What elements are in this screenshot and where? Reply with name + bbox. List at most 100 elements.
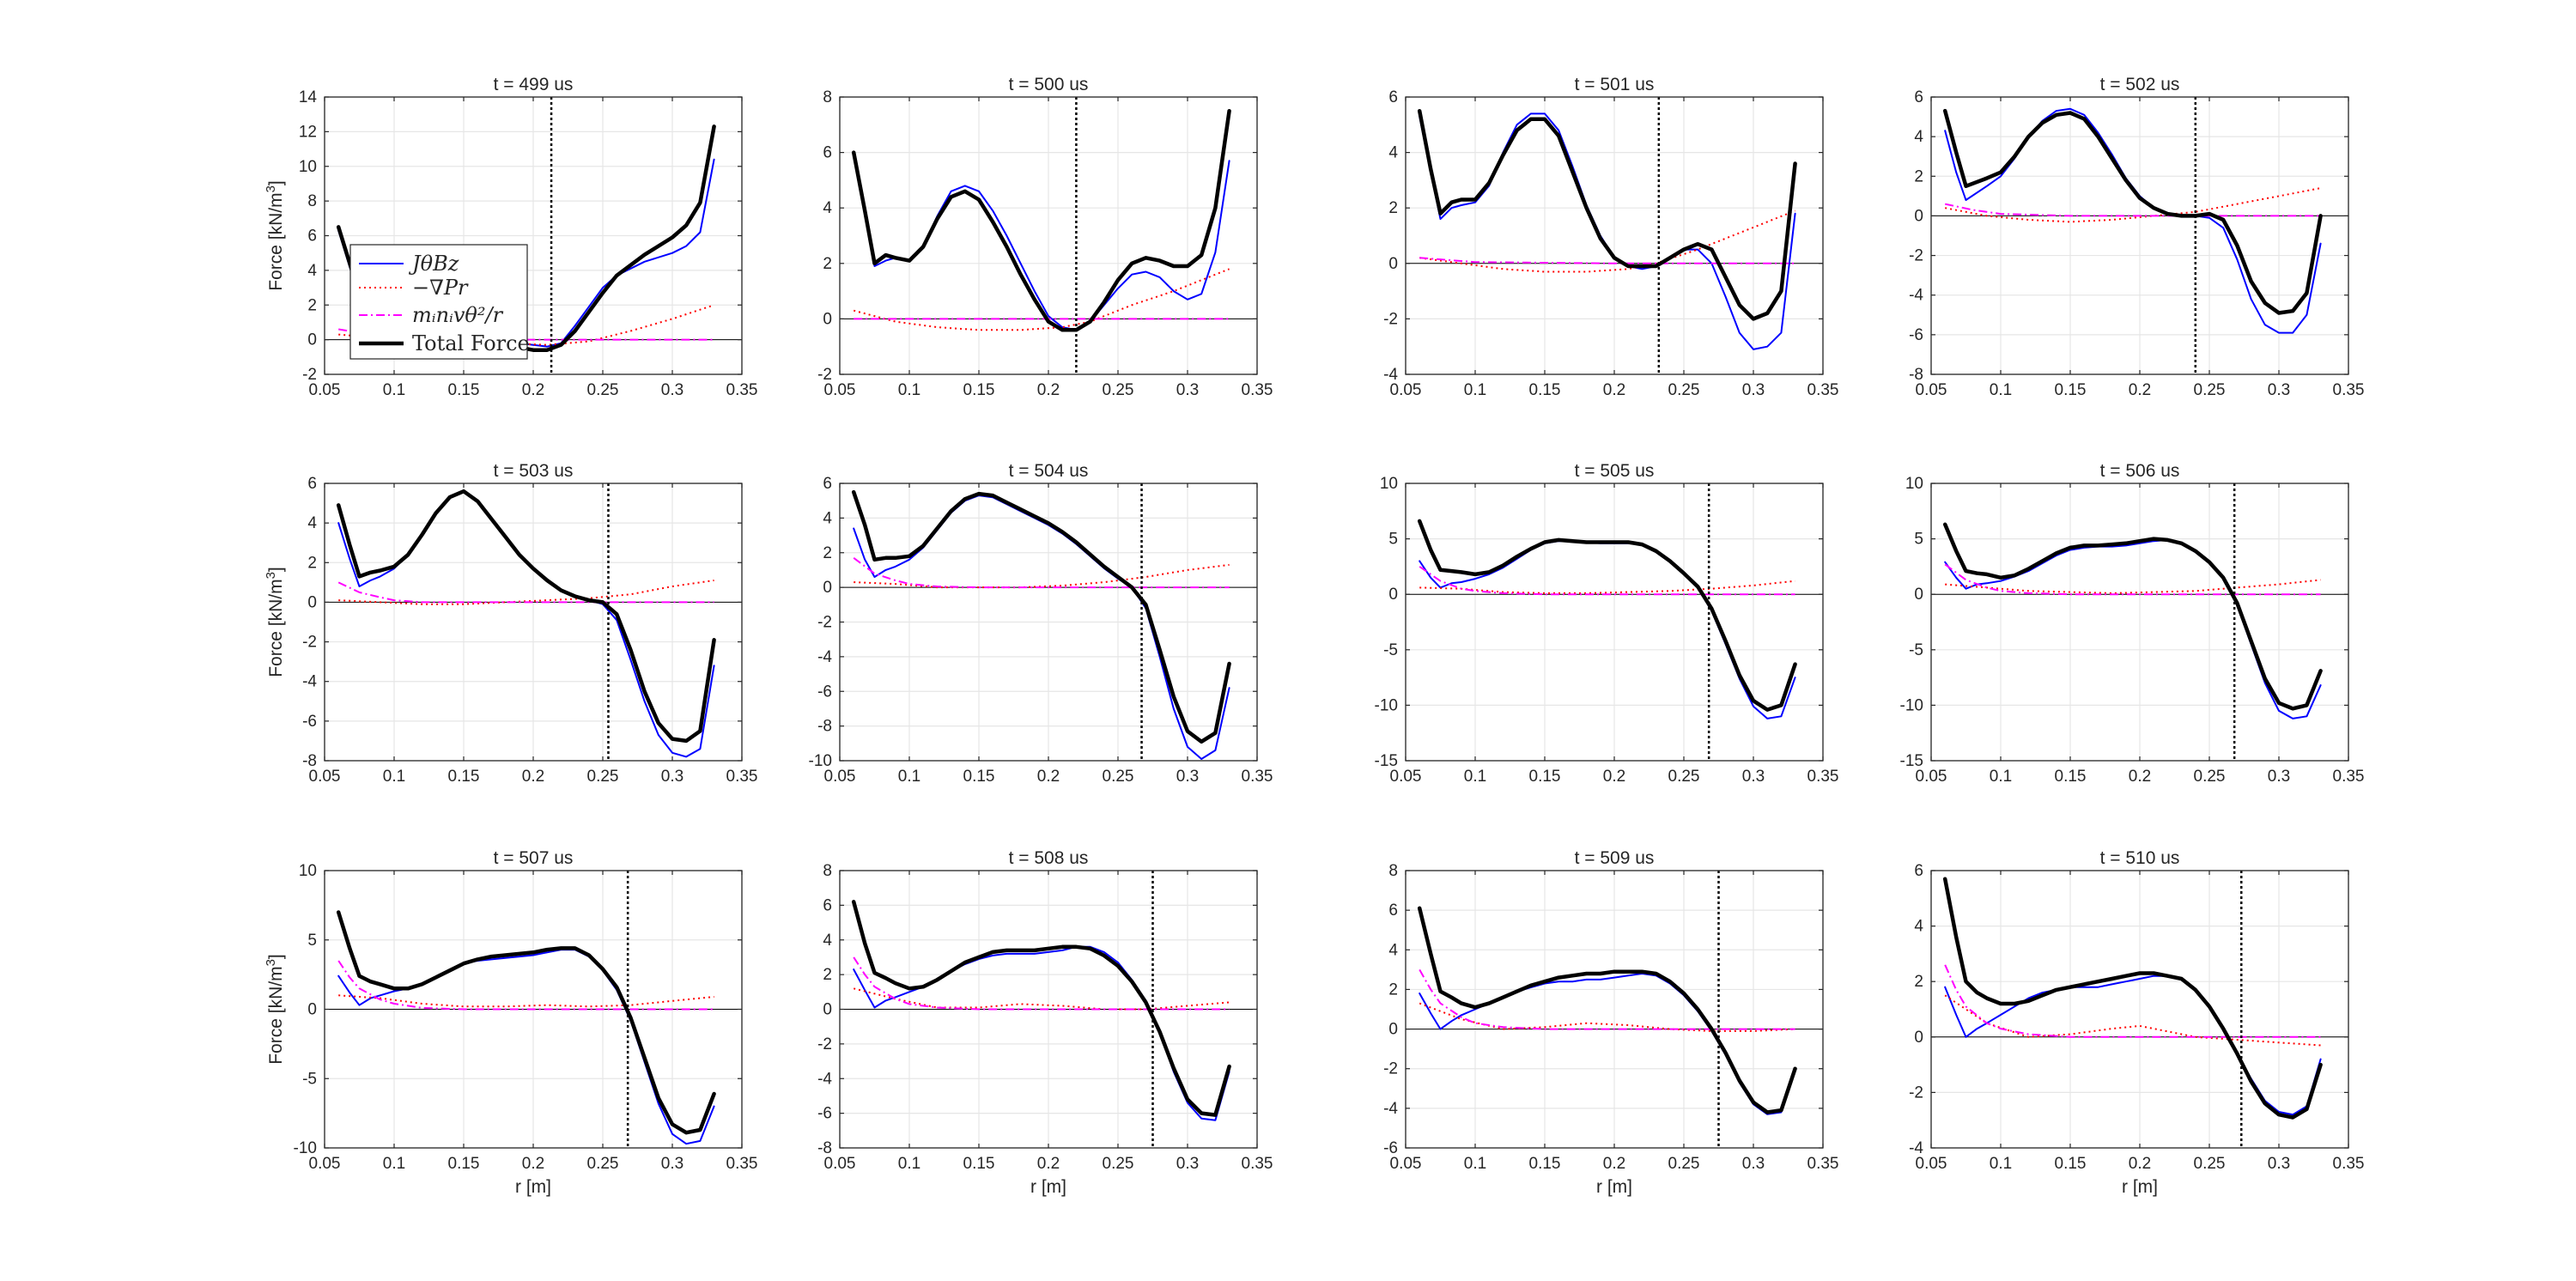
x-tick-label: 0.3 — [1742, 381, 1765, 399]
series-line-2 — [338, 994, 714, 1008]
subplot-8: 0.05 0.1 0.15 0.2 0.25 0.3 0.35 -15 -10 -5 0 5 10 t =… — [1900, 461, 2365, 786]
x-tick-label: 0.2 — [1037, 381, 1060, 399]
x-tick-label: 0.15 — [448, 768, 480, 786]
x-tick-label: 0.25 — [1668, 768, 1700, 786]
x-tick-label: 0.15 — [2055, 381, 2087, 399]
y-tick-label: 2 — [1914, 167, 1923, 185]
y-tick-label: 2 — [1388, 199, 1398, 217]
y-tick-label: -10 — [1900, 696, 1923, 714]
x-tick-label: 0.15 — [1529, 1155, 1561, 1173]
y-tick-label: 0 — [1388, 1021, 1398, 1039]
x-tick-label: 0.1 — [1464, 381, 1486, 399]
y-tick-label: 8 — [1388, 862, 1398, 880]
series-line-4 — [1942, 877, 2323, 1120]
y-tick-label: 8 — [823, 88, 832, 106]
y-tick-label: 6 — [307, 228, 317, 246]
x-tick-label: 0.05 — [1916, 1155, 1947, 1173]
subplot-4: 0.05 0.1 0.15 0.2 0.25 0.3 0.35 -8 -6 -4 -2 0 2 4 6 t =… — [1909, 75, 2364, 399]
y-tick-label: 0 — [823, 1001, 832, 1019]
subplot-3: 0.05 0.1 0.15 0.2 0.25 0.3 0.35 -4 -2 0 2 4 6 t = 501… — [1383, 75, 1838, 399]
y-tick-label: -6 — [817, 1105, 832, 1123]
y-tick-label: -4 — [302, 673, 317, 691]
series-line-3 — [1944, 563, 2321, 596]
subplot-11: 0.05 0.1 0.15 0.2 0.25 0.3 0.35 -6 -4 -2 0 2 4 6 8 t = … — [1383, 848, 1838, 1197]
x-tick-label: 0.25 — [1103, 381, 1134, 399]
series-line-3 — [1419, 257, 1795, 264]
y-tick-label: 6 — [1914, 862, 1923, 880]
series-line-2 — [1419, 580, 1795, 594]
y-tick-label: 5 — [1914, 531, 1923, 549]
y-tick-label: 12 — [299, 123, 317, 141]
x-tick-label: 0.35 — [1807, 381, 1839, 399]
subplot-9: 0.05 0.1 0.15 0.2 0.25 0.3 0.35 -10 -5 0 5 10 t = 50… — [264, 848, 758, 1197]
subplot-12: 0.05 0.1 0.15 0.2 0.25 0.3 0.35 -4 -2 0 2 4 6 t = 510… — [1909, 848, 2364, 1197]
y-tick-label: -2 — [302, 634, 317, 652]
y-tick-label: -2 — [1383, 310, 1398, 328]
y-tick-label: 0 — [1388, 255, 1398, 273]
x-tick-label: 0.15 — [2055, 768, 2087, 786]
y-tick-label: 10 — [1905, 475, 1923, 493]
legend: JθBz−∇Pr mᵢnᵢvθ²/r Total Force — [349, 244, 530, 360]
y-tick-label: 6 — [307, 475, 317, 493]
subplot-5: 0.05 0.1 0.15 0.2 0.25 0.3 0.35 -8 -6 -4 -2 0 2 4 6 t =… — [264, 461, 758, 786]
x-tick-label: 0.3 — [2268, 381, 2290, 399]
y-tick-label: 8 — [307, 192, 317, 210]
y-tick-label: 6 — [823, 475, 832, 493]
subplot-title: t = 509 us — [1575, 848, 1655, 868]
y-axis-label: Force [kN/m3] — [264, 567, 287, 677]
x-tick-label: 0.05 — [1390, 1155, 1422, 1173]
x-tick-label: 0.2 — [1037, 768, 1060, 786]
y-tick-label: -4 — [817, 1070, 832, 1088]
x-tick-label: 0.2 — [522, 1155, 544, 1173]
x-tick-label: 0.05 — [1916, 381, 1947, 399]
x-tick-label: 0.2 — [2129, 381, 2151, 399]
y-tick-label: 10 — [1380, 475, 1398, 493]
series-line-4 — [336, 910, 716, 1135]
x-tick-label: 0.15 — [1529, 768, 1561, 786]
x-tick-label: 0.25 — [1668, 381, 1700, 399]
superscript: 3 — [264, 185, 278, 192]
y-tick-label: 0 — [307, 593, 317, 611]
series-line-3 — [337, 960, 714, 1011]
y-tick-label: 10 — [299, 158, 317, 176]
y-tick-label: -6 — [817, 683, 832, 701]
x-tick-label: 0.25 — [2194, 768, 2226, 786]
legend-label-3: mᵢnᵢvθ²/r — [412, 303, 504, 327]
y-tick-label: 2 — [1914, 973, 1923, 991]
y-tick-label: -8 — [1909, 366, 1923, 384]
x-tick-label: 0.05 — [824, 1155, 856, 1173]
y-tick-label: -5 — [1383, 641, 1398, 659]
subplot-2: 0.05 0.1 0.15 0.2 0.25 0.3 0.35 -2 0 2 4 6 8 t = 500 … — [817, 75, 1273, 399]
x-axis-label: r [m] — [2122, 1177, 2158, 1197]
y-tick-label: 0 — [1914, 207, 1923, 225]
subplot-title: t = 500 us — [1009, 75, 1089, 94]
x-tick-label: 0.15 — [2055, 1155, 2087, 1173]
y-tick-label: -10 — [294, 1139, 317, 1157]
x-tick-label: 0.2 — [2129, 1155, 2151, 1173]
x-tick-label: 0.25 — [1668, 1155, 1700, 1173]
series-group — [1942, 522, 2323, 719]
x-tick-label: 0.35 — [726, 1155, 758, 1173]
series-group — [336, 489, 716, 758]
x-tick-label: 0.05 — [1390, 381, 1422, 399]
x-tick-label: 0.25 — [587, 1155, 619, 1173]
superscript: 3 — [264, 959, 278, 966]
x-tick-label: 0.3 — [661, 768, 683, 786]
y-tick-label: -4 — [1909, 287, 1923, 305]
y-tick-label: -15 — [1900, 752, 1923, 770]
series-line-4 — [1417, 906, 1797, 1114]
x-tick-label: 0.05 — [824, 768, 856, 786]
y-tick-label: 0 — [307, 331, 317, 349]
y-tick-label: -4 — [1383, 366, 1398, 384]
x-tick-label: 0.35 — [1242, 381, 1273, 399]
x-tick-label: 0.25 — [587, 768, 619, 786]
y-tick-label: 0 — [1914, 1029, 1923, 1047]
y-axis-label: Force [kN/m3] — [264, 180, 287, 291]
series-line-4 — [1417, 108, 1797, 321]
y-tick-label: -5 — [1909, 641, 1923, 659]
x-axis-label: r [m] — [1596, 1177, 1632, 1197]
x-tick-label: 0.3 — [661, 381, 683, 399]
x-tick-label: 0.05 — [309, 1155, 341, 1173]
series-line-2 — [854, 563, 1230, 589]
series-group — [851, 489, 1231, 760]
